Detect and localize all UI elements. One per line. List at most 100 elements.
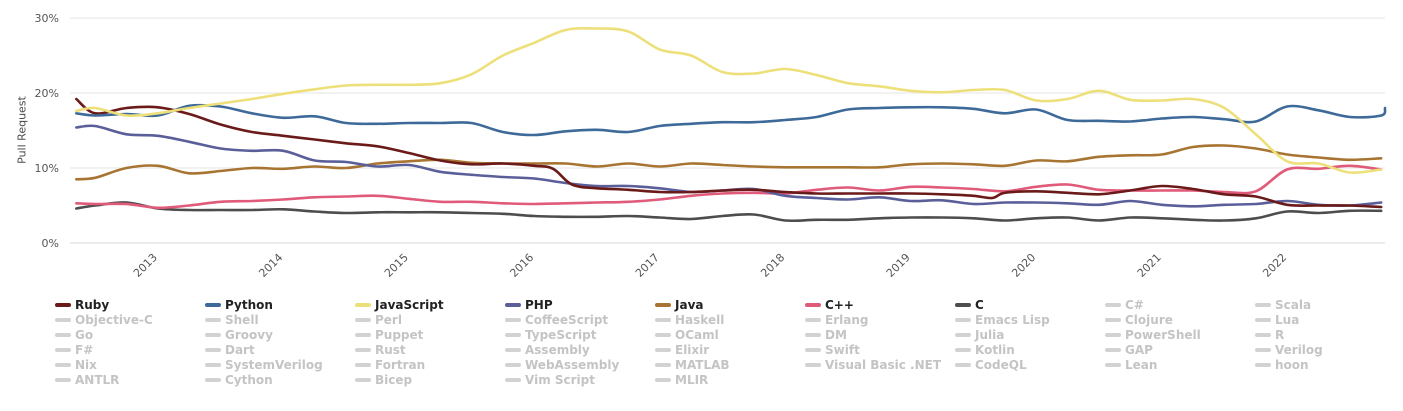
legend-item[interactable]: SystemVerilog: [205, 357, 355, 372]
legend-label: Lean: [1125, 357, 1158, 372]
legend-item[interactable]: CoffeeScript: [505, 312, 655, 327]
legend-item[interactable]: Vim Script: [505, 372, 655, 387]
legend-item[interactable]: Objective-C: [55, 312, 205, 327]
legend-item[interactable]: Nix: [55, 357, 205, 372]
legend-item[interactable]: Groovy: [205, 327, 355, 342]
legend-item[interactable]: Go: [55, 327, 205, 342]
legend-item[interactable]: hoon: [1255, 357, 1403, 372]
legend-item[interactable]: Assembly: [505, 342, 655, 357]
legend-swatch: [355, 347, 371, 352]
legend-item[interactable]: Clojure: [1105, 312, 1255, 327]
legend-swatch: [505, 302, 521, 307]
legend-swatch: [205, 377, 221, 382]
legend-item[interactable]: Java: [655, 297, 805, 312]
legend-label: Clojure: [1125, 312, 1173, 327]
legend-label: DM: [825, 327, 847, 342]
legend-label: Elixir: [675, 342, 710, 357]
legend-label: WebAssembly: [525, 357, 620, 372]
legend-item[interactable]: Perl: [355, 312, 505, 327]
legend-swatch: [805, 347, 821, 352]
legend-swatch: [1255, 317, 1271, 322]
legend-label: Go: [75, 327, 94, 342]
legend-item[interactable]: Python: [205, 297, 355, 312]
legend-item[interactable]: Lean: [1105, 357, 1255, 372]
legend-item[interactable]: PHP: [505, 297, 655, 312]
legend-label: Visual Basic .NET: [825, 357, 942, 372]
legend-swatch: [55, 302, 71, 307]
series-line-java[interactable]: [75, 144, 1383, 181]
legend-item[interactable]: Emacs Lisp: [955, 312, 1105, 327]
legend-swatch: [655, 332, 671, 337]
legend-label: Perl: [375, 312, 402, 327]
legend-swatch: [655, 362, 671, 367]
legend-swatch: [55, 317, 71, 322]
legend-item[interactable]: Swift: [805, 342, 955, 357]
legend-swatch: [655, 347, 671, 352]
legend-swatch: [655, 317, 671, 322]
legend-swatch: [1255, 302, 1271, 307]
legend-label: Fortran: [375, 357, 426, 372]
series-line-javascript[interactable]: [75, 26, 1383, 174]
legend-label: Nix: [75, 357, 97, 372]
legend-item[interactable]: ANTLR: [55, 372, 205, 387]
legend-item[interactable]: Lua: [1255, 312, 1403, 327]
legend-label: OCaml: [675, 327, 719, 342]
legend-item[interactable]: Julia: [955, 327, 1105, 342]
series-line-c[interactable]: [75, 201, 1383, 223]
legend-item[interactable]: Puppet: [355, 327, 505, 342]
legend-label: PHP: [525, 297, 553, 312]
legend: Ruby Python JavaScript PHP Java C++ C C# Scala Ob…: [55, 297, 1395, 387]
legend-swatch: [355, 332, 371, 337]
legend-swatch: [505, 317, 521, 322]
legend-item[interactable]: Erlang: [805, 312, 955, 327]
x-tick-label: 2018: [758, 251, 787, 280]
legend-item[interactable]: CodeQL: [955, 357, 1105, 372]
legend-item[interactable]: C++: [805, 297, 955, 312]
legend-item[interactable]: Kotlin: [955, 342, 1105, 357]
series-line-python[interactable]: [75, 103, 1387, 137]
series-line-ruby[interactable]: [75, 97, 1383, 209]
y-tick-label: 10%: [35, 162, 59, 175]
legend-label: Python: [225, 297, 273, 312]
legend-item[interactable]: MATLAB: [655, 357, 805, 372]
legend-swatch: [355, 317, 371, 322]
x-tick-label: 2019: [884, 251, 913, 280]
legend-item[interactable]: C: [955, 297, 1105, 312]
legend-item[interactable]: R: [1255, 327, 1403, 342]
legend-label: MLIR: [675, 372, 709, 387]
legend-label: Haskell: [675, 312, 725, 327]
legend-item[interactable]: Rust: [355, 342, 505, 357]
legend-item[interactable]: Visual Basic .NET: [805, 357, 955, 372]
x-tick-labels: 2013 2014 2015 2016 2017 2018 2019 2020 2021 2022: [131, 251, 1289, 280]
legend-item[interactable]: Shell: [205, 312, 355, 327]
legend-item[interactable]: WebAssembly: [505, 357, 655, 372]
legend-item[interactable]: DM: [805, 327, 955, 342]
legend-item[interactable]: Cython: [205, 372, 355, 387]
legend-item[interactable]: Elixir: [655, 342, 805, 357]
legend-item[interactable]: JavaScript: [355, 297, 505, 312]
legend-item[interactable]: PowerShell: [1105, 327, 1255, 342]
legend-item[interactable]: Verilog: [1255, 342, 1403, 357]
legend-item[interactable]: OCaml: [655, 327, 805, 342]
legend-label: Assembly: [525, 342, 590, 357]
legend-item[interactable]: Dart: [205, 342, 355, 357]
legend-item[interactable]: Fortran: [355, 357, 505, 372]
legend-item[interactable]: Bicep: [355, 372, 505, 387]
legend-swatch: [205, 302, 221, 307]
legend-swatch: [55, 347, 71, 352]
legend-swatch: [1105, 317, 1121, 322]
legend-item[interactable]: Haskell: [655, 312, 805, 327]
legend-item[interactable]: GAP: [1105, 342, 1255, 357]
legend-label: MATLAB: [675, 357, 730, 372]
legend-item[interactable]: Scala: [1255, 297, 1403, 312]
legend-item[interactable]: MLIR: [655, 372, 805, 387]
series-line-c-[interactable]: [75, 164, 1383, 210]
legend-item[interactable]: Ruby: [55, 297, 205, 312]
legend-swatch: [205, 317, 221, 322]
legend-item[interactable]: F#: [55, 342, 205, 357]
legend-item[interactable]: C#: [1105, 297, 1255, 312]
legend-label: Swift: [825, 342, 860, 357]
legend-label: F#: [75, 342, 94, 357]
legend-item[interactable]: TypeScript: [505, 327, 655, 342]
legend-swatch: [805, 362, 821, 367]
